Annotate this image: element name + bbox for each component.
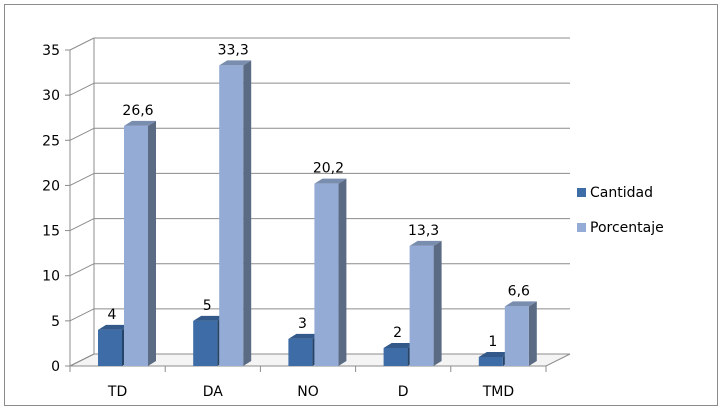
bar-top-porcentaje [314, 178, 347, 184]
side-gridline [69, 127, 95, 141]
bar-top-cantidad [193, 315, 226, 321]
data-label-porcentaje: 26,6 [122, 103, 153, 119]
bar-top-porcentaje [124, 120, 156, 126]
bar-porcentaje [219, 65, 244, 366]
data-label-cantidad: 2 [393, 325, 402, 341]
x-tick-label: D [398, 384, 409, 400]
data-label-cantidad: 3 [298, 316, 307, 332]
legend-swatch-porcentaje [577, 223, 586, 232]
x-tick-label: DA [203, 384, 224, 400]
bar-porcentaje [314, 183, 339, 366]
data-labels: 4 26,6 5 33,3 3 20,2 2 13,3 1 6,6 [108, 42, 530, 350]
legend-label-porcentaje: Porcentaje [590, 220, 664, 236]
y-tick-label: 0 [51, 359, 60, 375]
bar-cantidad [193, 320, 218, 366]
side-gridline [69, 263, 95, 277]
side-gridline [69, 172, 95, 186]
bar-cantidad [383, 347, 408, 366]
legend: Cantidad Porcentaje [577, 185, 664, 236]
x-axis-ticks: TD DA NO D TMD [69, 366, 547, 400]
data-label-cantidad: 5 [203, 298, 212, 314]
y-axis-ticks: 0 5 10 15 20 25 30 35 [42, 43, 70, 375]
bar-top-cantidad [98, 324, 130, 330]
legend-swatch-cantidad [577, 188, 586, 197]
data-label-porcentaje: 20,2 [313, 161, 344, 177]
bars [98, 60, 537, 366]
y-tick-label: 15 [42, 224, 60, 240]
bar-cantidad [478, 356, 503, 366]
data-label-porcentaje: 13,3 [408, 223, 439, 239]
side-gridline [69, 82, 95, 96]
bar-top-cantidad [383, 342, 416, 348]
bar-porcentaje [124, 125, 148, 366]
bar-top-porcentaje [504, 301, 537, 307]
y-tick-label: 5 [51, 314, 60, 330]
data-label-porcentaje: 33,3 [218, 42, 249, 58]
bar-side-porcentaje [528, 301, 537, 366]
legend-label-cantidad: Cantidad [590, 185, 653, 201]
x-tick-label: TMD [482, 384, 514, 400]
y-tick-label: 30 [42, 88, 60, 104]
bar-cantidad [288, 338, 313, 366]
bar-cantidad [98, 329, 122, 366]
bar-top-porcentaje [219, 60, 252, 66]
bar-side-porcentaje [433, 240, 442, 366]
y-tick-label: 10 [42, 269, 60, 285]
y-tick-label: 20 [42, 178, 60, 194]
x-tick-label: TD [107, 384, 127, 400]
data-label-cantidad: 1 [488, 334, 497, 350]
data-label-porcentaje: 6,6 [508, 283, 530, 299]
bar-side-porcentaje [243, 60, 252, 366]
data-label-cantidad: 4 [108, 307, 117, 323]
bar-top-porcentaje [409, 240, 442, 246]
side-gridline [69, 308, 95, 322]
side-gridline [69, 218, 95, 232]
y-tick-label: 25 [42, 133, 60, 149]
bar-porcentaje [504, 306, 529, 366]
y-tick-label: 35 [42, 43, 60, 59]
bar-side-porcentaje [338, 178, 347, 366]
x-tick-label: NO [297, 384, 319, 400]
bar-top-cantidad [478, 351, 511, 357]
bar-side-porcentaje [148, 120, 156, 366]
side-gridline [69, 353, 95, 367]
side-gridline [69, 37, 95, 51]
bar-top-cantidad [288, 333, 321, 339]
bar-porcentaje [409, 245, 434, 366]
